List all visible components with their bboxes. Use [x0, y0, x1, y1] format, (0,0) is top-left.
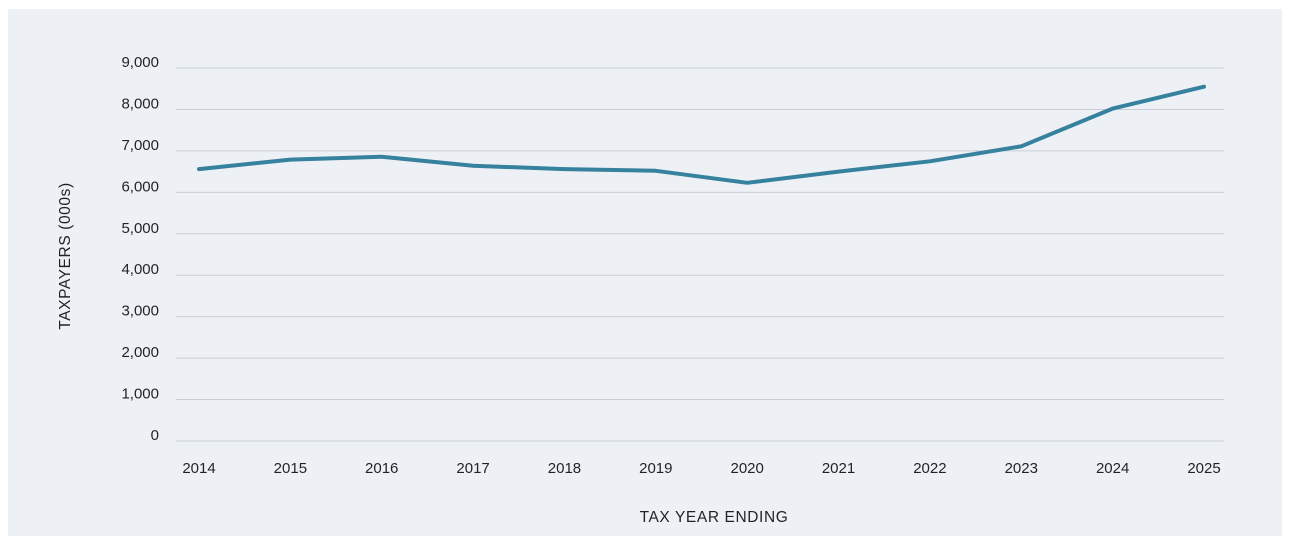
data-point	[1202, 85, 1206, 89]
x-tick-label: 2023	[1005, 460, 1038, 477]
x-tick-label: 2021	[822, 460, 855, 477]
data-point	[288, 158, 292, 162]
chart-panel: 0 1,000 2,000 3,000 4,000 5,000 6,000 7,000 8,00…	[8, 9, 1282, 536]
data-point	[928, 159, 932, 163]
x-axis-tick-labels: 2014 2015 2016 2017 2018 2019 2020 2021 2022 2023…	[182, 460, 1220, 477]
y-tick-label: 7,000	[121, 137, 159, 154]
y-tick-label: 3,000	[121, 303, 159, 320]
y-tick-label: 2,000	[121, 344, 159, 361]
data-point	[197, 167, 201, 171]
x-tick-label: 2015	[274, 460, 307, 477]
y-tick-label: 1,000	[121, 386, 159, 403]
data-point	[562, 167, 566, 171]
series-layer	[197, 84, 1206, 185]
x-tick-label: 2016	[365, 460, 398, 477]
data-point	[745, 181, 749, 185]
y-tick-label: 0	[151, 427, 159, 444]
data-point	[380, 155, 384, 159]
series-line	[197, 84, 1206, 185]
gridlines	[176, 67, 1224, 442]
x-axis-title: TAX YEAR ENDING	[640, 509, 789, 526]
y-axis-title: TAXPAYERS (000s)	[57, 182, 74, 329]
y-tick-label: 4,000	[121, 261, 159, 278]
x-tick-label: 2017	[456, 460, 489, 477]
y-tick-label: 8,000	[121, 95, 159, 112]
x-tick-label: 2025	[1187, 460, 1220, 477]
y-axis-tick-labels: 0 1,000 2,000 3,000 4,000 5,000 6,000 7,000 8,00…	[121, 54, 159, 444]
data-point	[837, 170, 841, 174]
data-point	[1019, 144, 1023, 148]
x-tick-label: 2018	[548, 460, 581, 477]
x-tick-label: 2019	[639, 460, 672, 477]
y-tick-label: 5,000	[121, 220, 159, 237]
x-tick-label: 2022	[913, 460, 946, 477]
data-point	[654, 169, 658, 173]
data-point	[471, 164, 475, 168]
x-tick-label: 2020	[730, 460, 763, 477]
y-tick-label: 9,000	[121, 54, 159, 71]
x-tick-label: 2014	[182, 460, 215, 477]
data-point	[1111, 107, 1115, 111]
line-chart: 0 1,000 2,000 3,000 4,000 5,000 6,000 7,000 8,00…	[57, 54, 1224, 526]
y-tick-label: 6,000	[121, 178, 159, 195]
x-tick-label: 2024	[1096, 460, 1129, 477]
